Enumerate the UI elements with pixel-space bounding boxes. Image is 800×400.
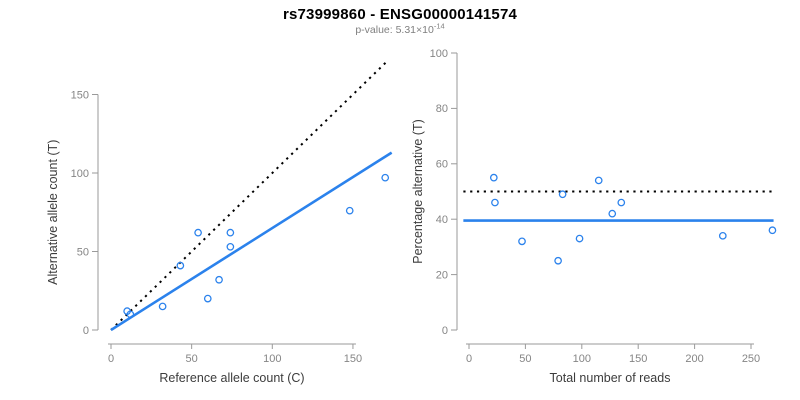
x-tick-label: 0 [108, 353, 114, 365]
pvalue-exponent: -14 [433, 21, 445, 31]
data-point [226, 242, 235, 251]
allele-count-scatter-chart: 0 50 100 150 0 50 100 150 Reference allele count… [46, 59, 393, 385]
data-point [617, 198, 626, 207]
data-point [718, 231, 727, 240]
y-axis-title: Percentage alternative (T) [411, 119, 425, 264]
pvalue-text: p-value: 5.31×10 [355, 24, 434, 36]
data-point [768, 226, 777, 235]
x-tick-label: 0 [466, 353, 472, 365]
data-point [489, 173, 498, 182]
y-axis-title: Alternative allele count (T) [46, 140, 60, 285]
x-axis-title: Total number of reads [550, 371, 671, 385]
y-tick-label: 100 [430, 48, 448, 60]
y-tick-label: 20 [436, 269, 448, 281]
percentage-alternative-scatter-chart: 0 20 40 60 80 100 0 50 100 150 200 250 Total number … [411, 48, 777, 385]
figure-title: rs73999860 - ENSG00000141574 [282, 6, 518, 23]
data-point [158, 302, 167, 311]
x-tick-label: 200 [685, 353, 703, 365]
data-point [176, 261, 185, 270]
data-point [594, 176, 603, 185]
y-tick-label: 60 [436, 159, 448, 171]
x-tick-label: 150 [344, 353, 362, 365]
data-point [381, 173, 390, 182]
regression-line [110, 151, 393, 332]
y-tick-label: 0 [83, 325, 89, 337]
x-tick-label: 100 [573, 353, 591, 365]
y-tick-label: 40 [436, 214, 448, 226]
data-point [194, 228, 202, 237]
data-point [126, 310, 135, 319]
x-tick-label: 50 [186, 353, 198, 365]
data-point [608, 209, 617, 218]
data-point [345, 206, 354, 215]
y-tick-label: 50 [77, 246, 89, 258]
x-tick-label: 100 [263, 353, 281, 365]
y-tick-label: 80 [436, 103, 448, 115]
y-tick-label: 150 [71, 89, 89, 101]
data-point [554, 256, 562, 265]
x-tick-label: 250 [742, 353, 760, 365]
y-tick-label: 0 [442, 325, 448, 337]
data-point [203, 294, 212, 303]
x-tick-label: 50 [519, 353, 531, 365]
y-tick-label: 100 [71, 168, 89, 180]
figure-subtitle-pvalue: p-value: 5.31×10-14 [0, 21, 800, 36]
data-point [575, 234, 584, 243]
data-point [491, 198, 499, 207]
x-tick-label: 150 [629, 353, 647, 365]
x-axis-title: Reference allele count (C) [159, 371, 304, 385]
data-point [215, 275, 223, 284]
identity-line [110, 59, 390, 331]
data-point [226, 228, 235, 237]
data-point [518, 237, 526, 246]
data-point [558, 190, 567, 199]
